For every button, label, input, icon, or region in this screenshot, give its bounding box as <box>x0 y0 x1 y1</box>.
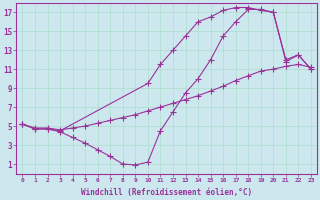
X-axis label: Windchill (Refroidissement éolien,°C): Windchill (Refroidissement éolien,°C) <box>81 188 252 197</box>
